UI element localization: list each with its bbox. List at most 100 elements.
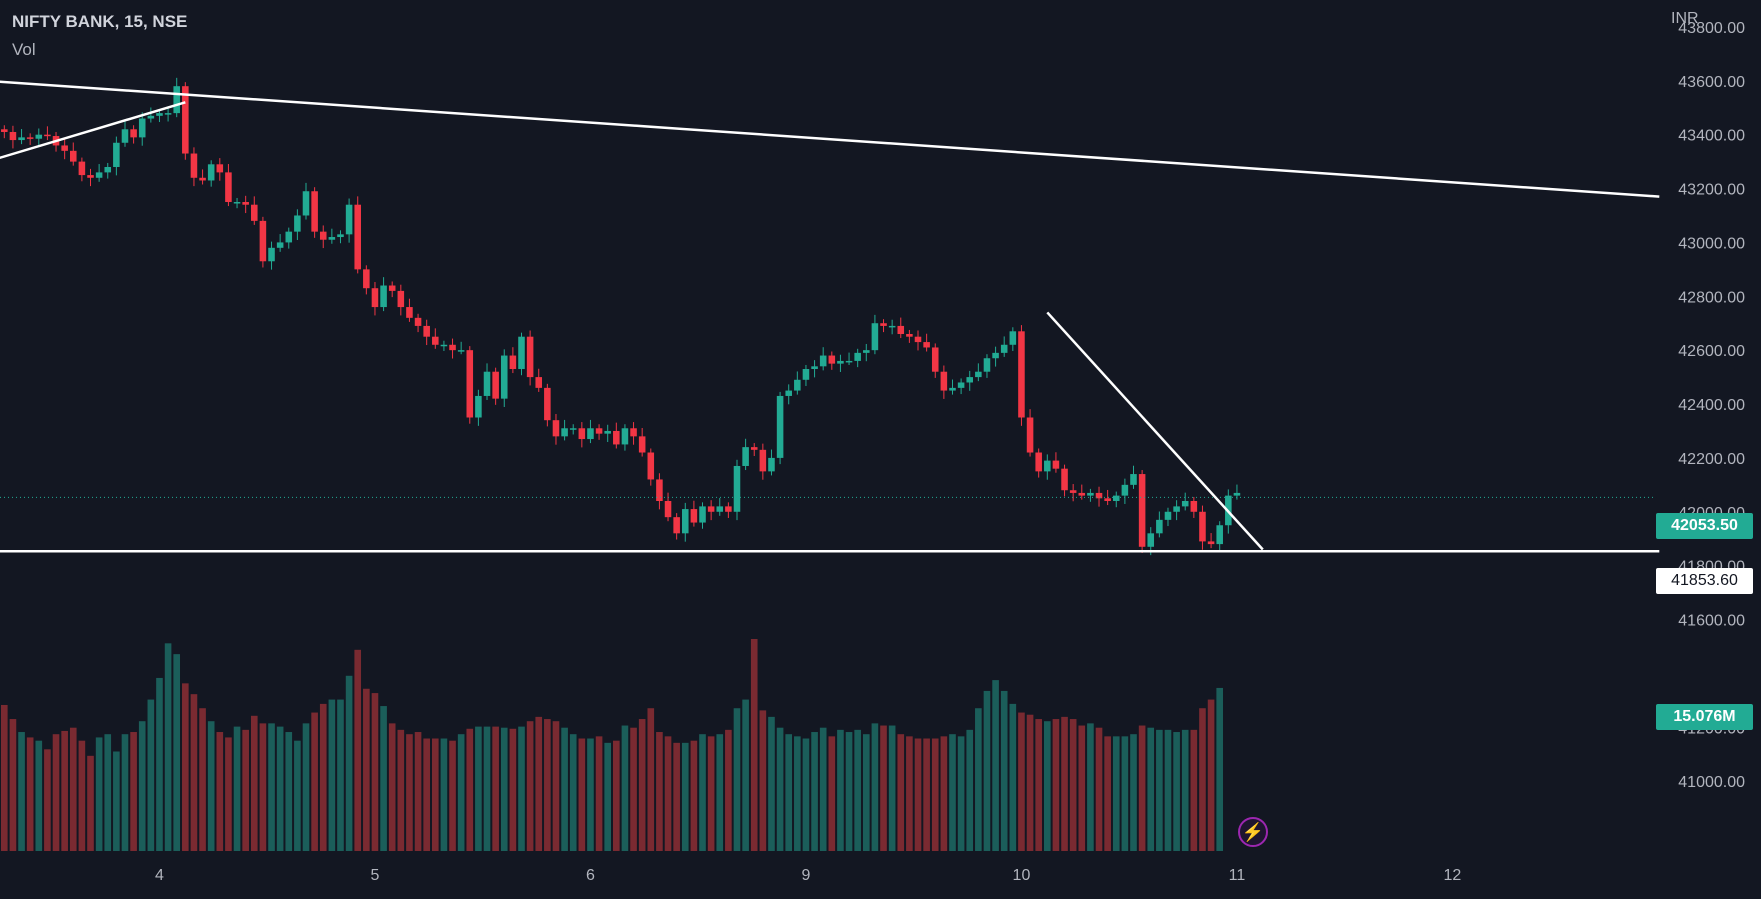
- short-term-descending-line[interactable]: [1046, 311, 1264, 551]
- time-tick-label: 4: [155, 867, 164, 884]
- candle-body: [811, 366, 818, 370]
- volume-bar: [311, 712, 318, 851]
- volume-bar: [621, 725, 629, 851]
- candle-body: [699, 506, 706, 523]
- volume-bar: [613, 740, 620, 851]
- volume-bar: [1181, 729, 1189, 851]
- candle-body: [983, 358, 991, 372]
- volume-bar: [725, 729, 732, 851]
- candle-body: [173, 86, 180, 114]
- volume-bar: [285, 732, 293, 851]
- price-tick-label: 41600.00: [1678, 613, 1745, 630]
- volume-value-badge: 15.076M: [1656, 704, 1753, 730]
- candle-body: [794, 379, 801, 391]
- candle-body: [414, 317, 422, 326]
- volume-bar: [638, 719, 646, 851]
- volume-bar: [802, 738, 810, 851]
- candle-body: [906, 334, 913, 337]
- volume-bar: [604, 742, 612, 851]
- volume-bar: [819, 727, 827, 851]
- volume-bar: [26, 737, 34, 851]
- volume-bar: [845, 732, 853, 851]
- symbol-title[interactable]: NIFTY BANK, 15, NSE: [12, 12, 188, 31]
- candle-body: [569, 428, 577, 430]
- volume-bar: [18, 732, 25, 851]
- candle-body: [931, 347, 939, 372]
- volume-bar: [914, 738, 922, 851]
- volume-bar: [190, 694, 198, 851]
- candle-body: [604, 430, 611, 434]
- time-axis[interactable]: 4 5 6 9 10 11 12: [155, 867, 1461, 884]
- left-rising-line[interactable]: [0, 101, 186, 161]
- volume-bar: [475, 726, 482, 851]
- volume-bar: [1069, 719, 1077, 851]
- candle-body: [1164, 511, 1172, 520]
- volume-bar: [940, 736, 948, 851]
- candle-body: [587, 428, 594, 440]
- candle-body: [914, 336, 922, 343]
- candle-body: [681, 509, 689, 534]
- volume-bar: [44, 749, 51, 851]
- candle-body: [1173, 506, 1180, 512]
- volume-bar: [1000, 690, 1008, 851]
- candle-body: [78, 161, 86, 176]
- upper-descending-resistance[interactable]: [0, 80, 1660, 198]
- volume-bar: [742, 699, 749, 851]
- trendlines-layer[interactable]: [0, 80, 1660, 553]
- candle-body: [664, 501, 672, 518]
- volume-bar: [768, 716, 775, 851]
- volume-indicator-label[interactable]: Vol: [12, 40, 36, 59]
- candle-body: [621, 428, 629, 445]
- candle-body: [595, 428, 603, 434]
- price-tick-label: 42600.00: [1678, 343, 1745, 360]
- candle-body: [69, 150, 77, 162]
- horizontal-line-price-badge[interactable]: 41853.60: [1656, 568, 1753, 594]
- price-axis[interactable]: 41000.0041200.0041600.0041800.0042000.00…: [1678, 20, 1745, 791]
- lightning-bolt-icon[interactable]: ⚡: [1238, 817, 1268, 847]
- volume-bar: [750, 639, 758, 851]
- volume-bar: [216, 732, 224, 851]
- volume-bar: [345, 675, 353, 851]
- volume-bar: [630, 727, 637, 851]
- candle-body: [182, 86, 189, 154]
- candle-body: [26, 137, 34, 139]
- volume-bar: [1138, 725, 1146, 851]
- candle-body: [1138, 474, 1146, 547]
- volume-bar: [276, 726, 284, 851]
- candle-body: [957, 382, 965, 388]
- candle-body: [647, 452, 655, 480]
- candle-body: [130, 129, 137, 138]
- volume-bar: [104, 734, 112, 851]
- volume-bar: [483, 726, 491, 851]
- candle-body: [940, 371, 948, 391]
- candle-body: [759, 449, 767, 472]
- volume-bars-layer: [1, 639, 1224, 851]
- volume-bar: [440, 738, 448, 851]
- candle-body: [828, 355, 836, 364]
- price-tick-label: 43000.00: [1678, 235, 1745, 252]
- volume-bar: [250, 715, 258, 851]
- candle-body: [380, 285, 387, 308]
- volume-bar: [95, 737, 103, 851]
- volume-bar: [294, 740, 301, 851]
- candle-body: [311, 191, 318, 232]
- candle-body: [1052, 460, 1060, 469]
- candle-body: [164, 113, 172, 115]
- candle-body: [552, 420, 560, 437]
- price-tick-label: 43600.00: [1678, 74, 1745, 91]
- volume-bar: [906, 736, 913, 851]
- candle-body: [121, 129, 129, 143]
- candle-body: [328, 237, 336, 240]
- candle-body: [457, 350, 465, 352]
- candle-body: [388, 285, 396, 291]
- candle-body: [1181, 501, 1189, 507]
- time-tick-label: 6: [586, 867, 595, 884]
- volume-bar: [1121, 736, 1129, 851]
- candle-body: [992, 352, 999, 359]
- candle-body: [880, 323, 887, 326]
- candle-body: [923, 342, 930, 348]
- volume-bar: [561, 727, 568, 851]
- candle-body: [1069, 490, 1077, 493]
